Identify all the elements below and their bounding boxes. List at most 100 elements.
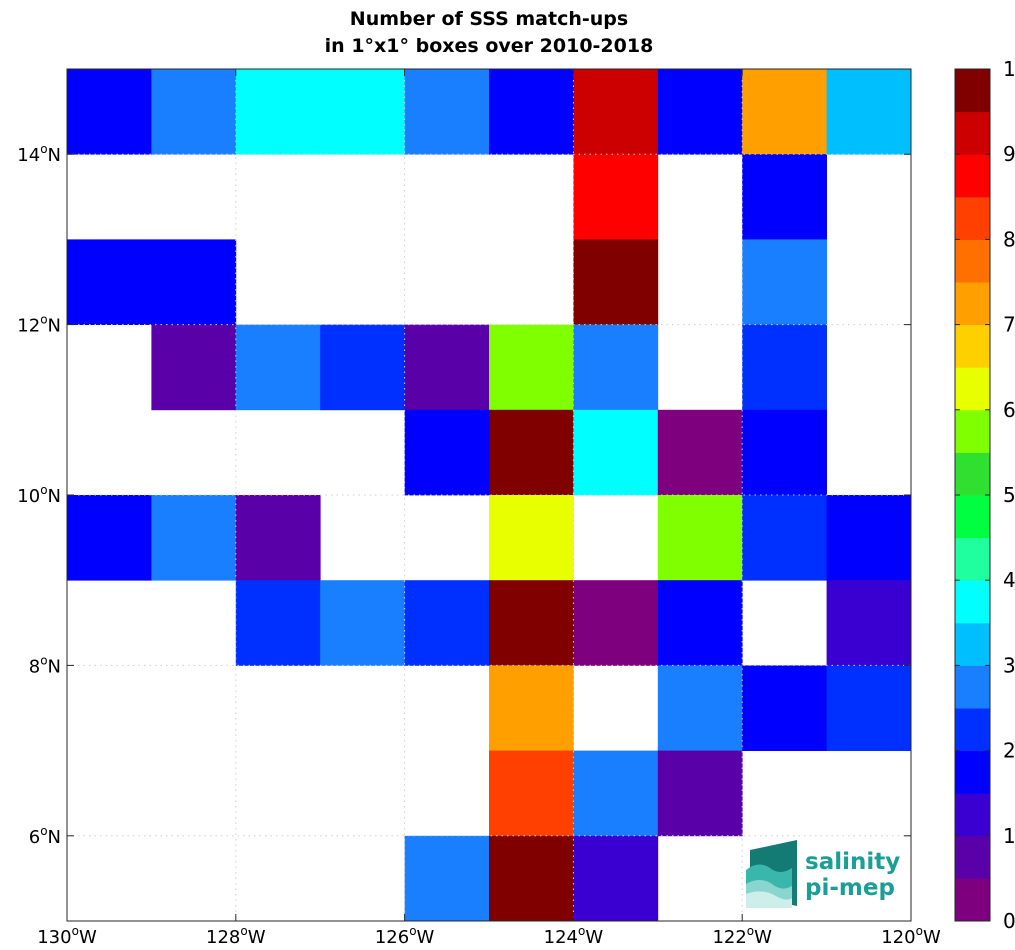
heatmap-cell <box>151 495 237 581</box>
y-axis-tick-labels: 6oN 8oN 10oN 12oN 14oN <box>17 142 61 848</box>
heatmap-cell <box>320 580 405 666</box>
colorbar-ticks: 0 10 20 30 40 50 60 70 80 90 100 <box>955 57 1015 933</box>
chart-title-line-2: in 1°x1° boxes over 2010-2018 <box>325 35 654 57</box>
colorbar-tick-label: 70 <box>1003 313 1015 337</box>
heatmap-cell <box>657 69 743 155</box>
heatmap-cell <box>235 580 321 666</box>
heatmap-cell <box>573 750 659 837</box>
colorbar-swatch <box>955 154 990 198</box>
colorbar-swatch <box>955 537 990 581</box>
heatmap-cell <box>573 69 659 155</box>
colorbar-swatch <box>955 708 990 752</box>
heatmap-cells <box>67 69 912 922</box>
colorbar <box>955 69 990 922</box>
heatmap-cell <box>742 665 827 751</box>
colorbar-tick-label: 30 <box>1003 653 1015 677</box>
y-tick-label: 12oN <box>17 313 61 337</box>
heatmap-cell <box>826 495 912 581</box>
heatmap-cell <box>489 665 574 751</box>
heatmap-cell <box>573 409 659 496</box>
x-tick-label: 128oW <box>206 924 266 948</box>
colorbar-swatch <box>955 111 990 155</box>
heatmap-cell <box>573 154 659 240</box>
logo-text-salinity: salinity <box>805 849 900 875</box>
colorbar-swatch <box>955 196 990 240</box>
colorbar-swatch <box>955 835 990 879</box>
axis-ticks <box>66 69 912 921</box>
heatmap-cell <box>573 580 659 666</box>
heatmap-cell <box>742 409 827 496</box>
colorbar-tick-label: 40 <box>1003 568 1015 592</box>
heatmap-cell <box>573 324 659 411</box>
colorbar-swatch <box>955 878 990 922</box>
heatmap-cell <box>742 324 827 411</box>
heatmap-cell <box>742 239 827 325</box>
heatmap-cell <box>235 495 321 581</box>
colorbar-tick-label: 60 <box>1003 398 1015 422</box>
colorbar-tick-label: 90 <box>1003 142 1015 166</box>
colorbar-tick-label: 50 <box>1003 483 1015 507</box>
colorbar-swatch <box>955 495 990 539</box>
heatmap-cell <box>489 409 574 496</box>
x-tick-label: 122oW <box>712 924 772 948</box>
heatmap-cell <box>404 69 490 155</box>
colorbar-tick-label: 20 <box>1003 739 1015 763</box>
x-axis-tick-labels: 130oW 128oW 126oW 124oW 122oW 120oW <box>37 924 941 948</box>
waves-icon <box>746 840 797 908</box>
heatmap-cell <box>67 69 152 155</box>
heatmap-cell <box>404 409 490 496</box>
heatmap-cell <box>657 580 743 666</box>
colorbar-swatch <box>955 367 990 411</box>
heatmap-cell <box>573 239 659 325</box>
heatmap-cell <box>489 580 574 666</box>
colorbar-swatch <box>955 324 990 368</box>
colorbar-tick-label: 0 <box>1003 909 1015 933</box>
grid-lines <box>67 69 911 921</box>
heatmap-cell <box>826 665 912 751</box>
heatmap-cell <box>235 324 321 411</box>
colorbar-swatch <box>955 580 990 624</box>
colorbar-swatch <box>955 750 990 794</box>
heatmap-cell <box>489 324 574 411</box>
chart-title-line-1: Number of SSS match-ups <box>350 8 628 30</box>
heatmap-cell <box>151 324 237 411</box>
heatmap-cell <box>573 835 659 922</box>
chart-title: Number of SSS match-ups in 1°x1° boxes o… <box>325 8 654 57</box>
colorbar-swatch <box>955 622 990 666</box>
salinity-pi-mep-logo: salinity pi-mep <box>746 840 900 908</box>
heatmap-cell <box>320 324 405 411</box>
heatmap-cell <box>404 324 490 411</box>
heatmap-cell <box>404 580 490 666</box>
heatmap-cell <box>657 495 743 581</box>
colorbar-swatch <box>955 665 990 709</box>
heatmap-cell <box>657 409 743 496</box>
colorbar-tick-label: 100 <box>1003 57 1015 81</box>
colorbar-tick-label: 10 <box>1003 824 1015 848</box>
heatmap-cell <box>67 239 152 325</box>
colorbar-tick-label: 80 <box>1003 227 1015 251</box>
y-tick-label: 6oN <box>29 824 61 848</box>
x-tick-label: 130oW <box>37 924 97 948</box>
logo-text-pi-mep: pi-mep <box>805 875 895 901</box>
heatmap-cell <box>742 495 827 581</box>
heatmap-cell <box>404 835 490 922</box>
y-tick-label: 8oN <box>29 653 61 677</box>
heatmap-cell <box>67 495 152 581</box>
colorbar-swatch <box>955 282 990 326</box>
colorbar-swatch <box>955 793 990 837</box>
heatmap-cell <box>489 69 574 155</box>
heatmap-cell <box>235 69 321 155</box>
heatmap-cell <box>657 750 743 837</box>
x-tick-label: 126oW <box>375 924 435 948</box>
heatmap-cell <box>826 580 912 666</box>
heatmap-cell <box>742 154 827 240</box>
heatmap-cell <box>151 69 237 155</box>
heatmap-cell <box>826 69 912 155</box>
x-tick-label: 120oW <box>881 924 941 948</box>
heatmap-cell <box>489 750 574 837</box>
heatmap-cell <box>320 69 405 155</box>
colorbar-swatch <box>955 452 990 496</box>
y-tick-label: 10oN <box>17 483 61 507</box>
heatmap-cell <box>742 69 827 155</box>
